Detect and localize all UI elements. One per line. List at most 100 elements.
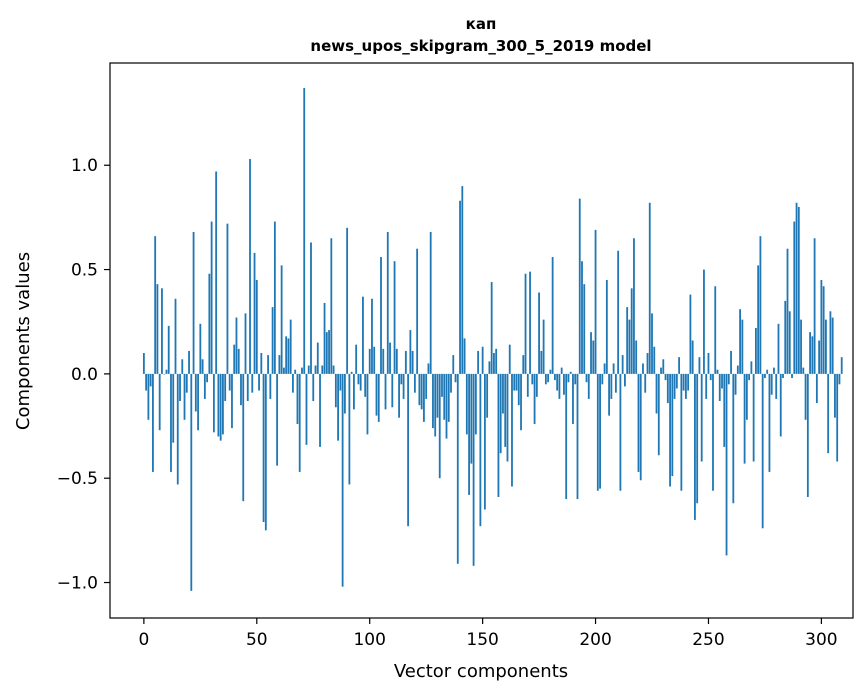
bar-8 — [161, 288, 163, 374]
x-tick-label: 150 — [466, 630, 498, 650]
bar-155 — [493, 353, 495, 374]
bar-121 — [416, 248, 419, 374]
bar-83 — [330, 238, 333, 374]
bar-123 — [420, 373, 423, 410]
y-tick-label: −0.5 — [57, 469, 98, 489]
bar-174 — [535, 373, 538, 397]
bar-118 — [409, 330, 412, 374]
bar-223 — [646, 353, 649, 374]
bar-262 — [734, 373, 737, 395]
bar-252 — [712, 373, 714, 491]
bar-302 — [825, 319, 827, 374]
bar-283 — [782, 373, 784, 379]
bar-157 — [497, 373, 500, 497]
bar-7 — [158, 373, 161, 431]
bar-95 — [357, 373, 360, 385]
bar-82 — [328, 330, 330, 374]
bar-72 — [305, 373, 308, 445]
bar-20 — [188, 350, 190, 374]
bar-75 — [312, 373, 315, 401]
bar-91 — [348, 373, 351, 485]
bar-228 — [657, 373, 660, 456]
bar-212 — [621, 355, 624, 374]
bar-158 — [499, 373, 502, 454]
bar-290 — [797, 206, 800, 374]
bar-85 — [334, 373, 337, 408]
bar-199 — [592, 340, 595, 374]
bar-131 — [438, 373, 441, 479]
bar-269 — [750, 361, 753, 374]
chart-title: кап news_upos_skipgram_300_5_2019 model — [310, 15, 651, 55]
bar-289 — [795, 202, 798, 374]
bar-68 — [296, 373, 299, 424]
bar-282 — [779, 373, 782, 437]
bar-161 — [506, 373, 509, 462]
bar-195 — [583, 284, 586, 374]
bar-226 — [653, 346, 656, 374]
bar-182 — [553, 373, 556, 381]
x-tick-label: 50 — [246, 630, 268, 650]
bar-30 — [210, 221, 213, 374]
bar-27 — [203, 373, 206, 399]
bar-237 — [678, 357, 681, 374]
bar-113 — [398, 373, 400, 418]
bar-220 — [639, 373, 642, 481]
bar-233 — [669, 373, 671, 487]
bar-258 — [725, 373, 728, 556]
bar-44 — [242, 373, 245, 502]
bar-279 — [773, 367, 775, 374]
bar-288 — [793, 221, 796, 374]
bar-87 — [339, 373, 342, 391]
bar-124 — [423, 373, 425, 422]
bar-284 — [784, 300, 787, 374]
bar-255 — [718, 373, 721, 401]
y-tick-label: −1.0 — [57, 574, 98, 594]
bar-218 — [635, 340, 638, 374]
bar-203 — [601, 373, 604, 385]
bar-292 — [802, 367, 805, 374]
bar-246 — [698, 357, 701, 374]
bar-102 — [373, 346, 376, 374]
bar-180 — [549, 369, 552, 374]
bar-159 — [502, 373, 504, 414]
bar-207 — [610, 373, 613, 399]
bar-229 — [660, 367, 662, 374]
bar-278 — [770, 373, 773, 395]
bar-204 — [603, 363, 606, 374]
bar-135 — [447, 373, 450, 422]
y-tick-label: 1.0 — [71, 156, 98, 176]
bar-41 — [235, 317, 238, 374]
bar-170 — [526, 373, 529, 397]
bar-208 — [612, 363, 615, 374]
bar-253 — [714, 286, 717, 374]
bar-236 — [675, 373, 678, 389]
bar-177 — [542, 319, 545, 374]
bar-261 — [732, 373, 735, 504]
bar-129 — [434, 373, 437, 437]
bar-163 — [511, 373, 513, 487]
bar-165 — [515, 373, 518, 391]
bar-224 — [648, 202, 651, 374]
bar-256 — [721, 373, 723, 389]
bar-61 — [280, 265, 283, 374]
bar-277 — [768, 373, 771, 472]
bar-62 — [282, 367, 285, 374]
bar-214 — [626, 307, 629, 374]
bar-117 — [407, 373, 410, 527]
bar-300 — [820, 279, 823, 374]
bar-40 — [233, 344, 236, 374]
bar-52 — [260, 353, 263, 374]
bar-119 — [411, 350, 414, 374]
bar-50 — [255, 279, 258, 374]
bar-100 — [368, 348, 371, 374]
bar-89 — [343, 373, 346, 414]
bar-141 — [461, 186, 464, 374]
bar-160 — [504, 373, 507, 447]
bar-263 — [736, 365, 739, 374]
bar-26 — [201, 359, 204, 374]
x-tick-label: 100 — [353, 630, 385, 650]
bar-260 — [730, 350, 732, 374]
bar-251 — [709, 373, 712, 381]
bar-162 — [508, 344, 511, 374]
bar-106 — [382, 348, 385, 374]
